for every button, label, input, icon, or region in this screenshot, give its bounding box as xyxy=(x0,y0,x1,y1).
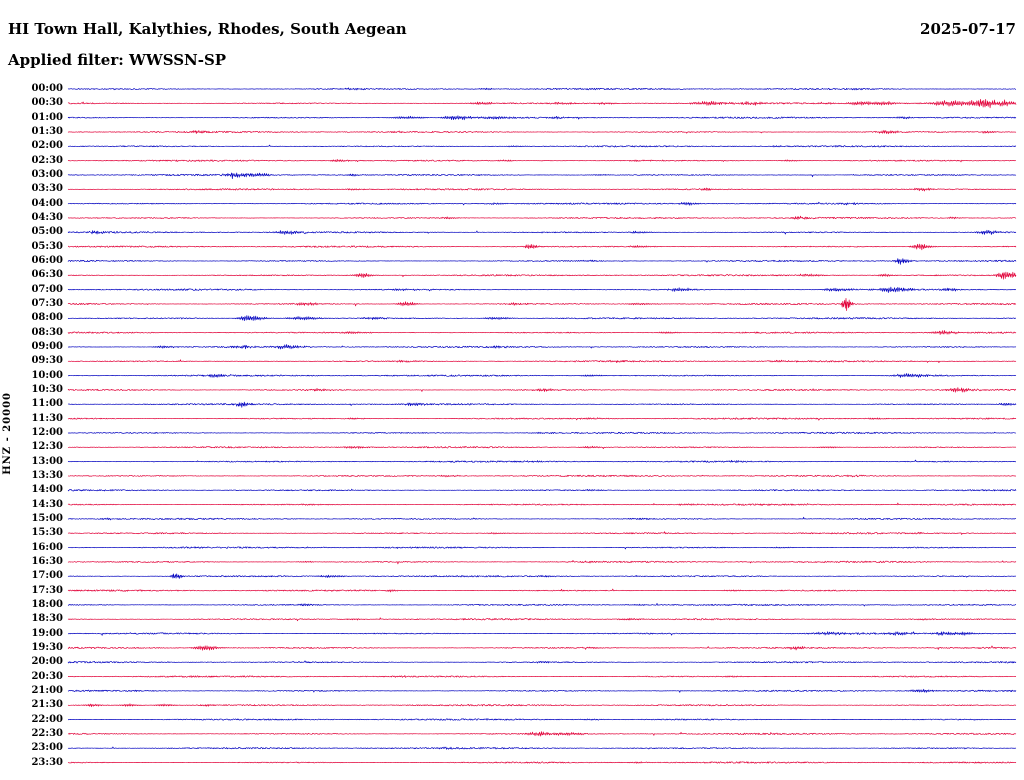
helicorder-page: HI Town Hall, Kalythies, Rhodes, South A… xyxy=(0,0,1024,780)
helicorder-trace-canvas xyxy=(0,0,1024,780)
